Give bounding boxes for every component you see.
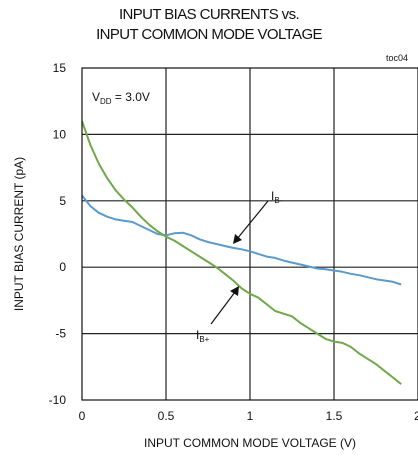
y-tick-label-4: 10 (53, 127, 67, 141)
x-tick-label-3: 1.5 (326, 409, 343, 423)
series-line-ib-plus (81, 120, 402, 385)
y-tick-label-0: -10 (49, 393, 67, 407)
y-tick-label-3: 5 (59, 194, 66, 208)
ib-plus-arrow-head (230, 286, 239, 296)
ib-plus-sub: B+ (199, 335, 209, 344)
condition-sub: DD (100, 97, 112, 106)
y-tick-label-5: 15 (53, 61, 67, 75)
x-tick-label-2: 1 (247, 409, 254, 423)
series-line-ib-minus (81, 194, 402, 286)
x-axis-label: INPUT COMMON MODE VOLTAGE (V) (144, 436, 356, 450)
ib-minus-main: I (271, 189, 274, 203)
x-tick-label-1: 0.5 (158, 409, 175, 423)
y-tick-label-2: 0 (59, 260, 66, 274)
y-tick-label-1: -5 (55, 327, 66, 341)
x-tick-labels: 0 0.5 1 1.5 2 (79, 409, 418, 423)
condition-prefix: V (92, 90, 100, 104)
figure-id: toc04 (386, 53, 408, 63)
ib-plus-main: I (196, 328, 199, 342)
series-label-ib-minus: IB- (271, 189, 283, 205)
y-axis-label: INPUT BIAS CURRENT (pA) (12, 157, 26, 311)
plot-frame (81, 67, 418, 401)
x-tick-label-4: 2 (414, 409, 418, 423)
series-label-ib-plus: IB+ (196, 328, 210, 344)
y-tick-labels: -10 -5 0 5 10 15 (49, 61, 67, 407)
ib-minus-arrow-head (233, 234, 242, 244)
chart-title-line1: INPUT BIAS CURRENTS vs. (118, 6, 300, 23)
ib-minus-sub: B- (274, 196, 282, 205)
grid-lines (82, 68, 418, 400)
chart-title-line2: INPUT COMMON MODE VOLTAGE (96, 26, 322, 43)
x-tick-label-0: 0 (79, 409, 86, 423)
condition-suffix: = 3.0V (112, 90, 150, 104)
ib-plus-arrow-line (210, 291, 236, 325)
condition-label: VDD = 3.0V (92, 90, 150, 106)
series-lines (81, 120, 402, 385)
ib-minus-arrow-line (236, 200, 269, 240)
